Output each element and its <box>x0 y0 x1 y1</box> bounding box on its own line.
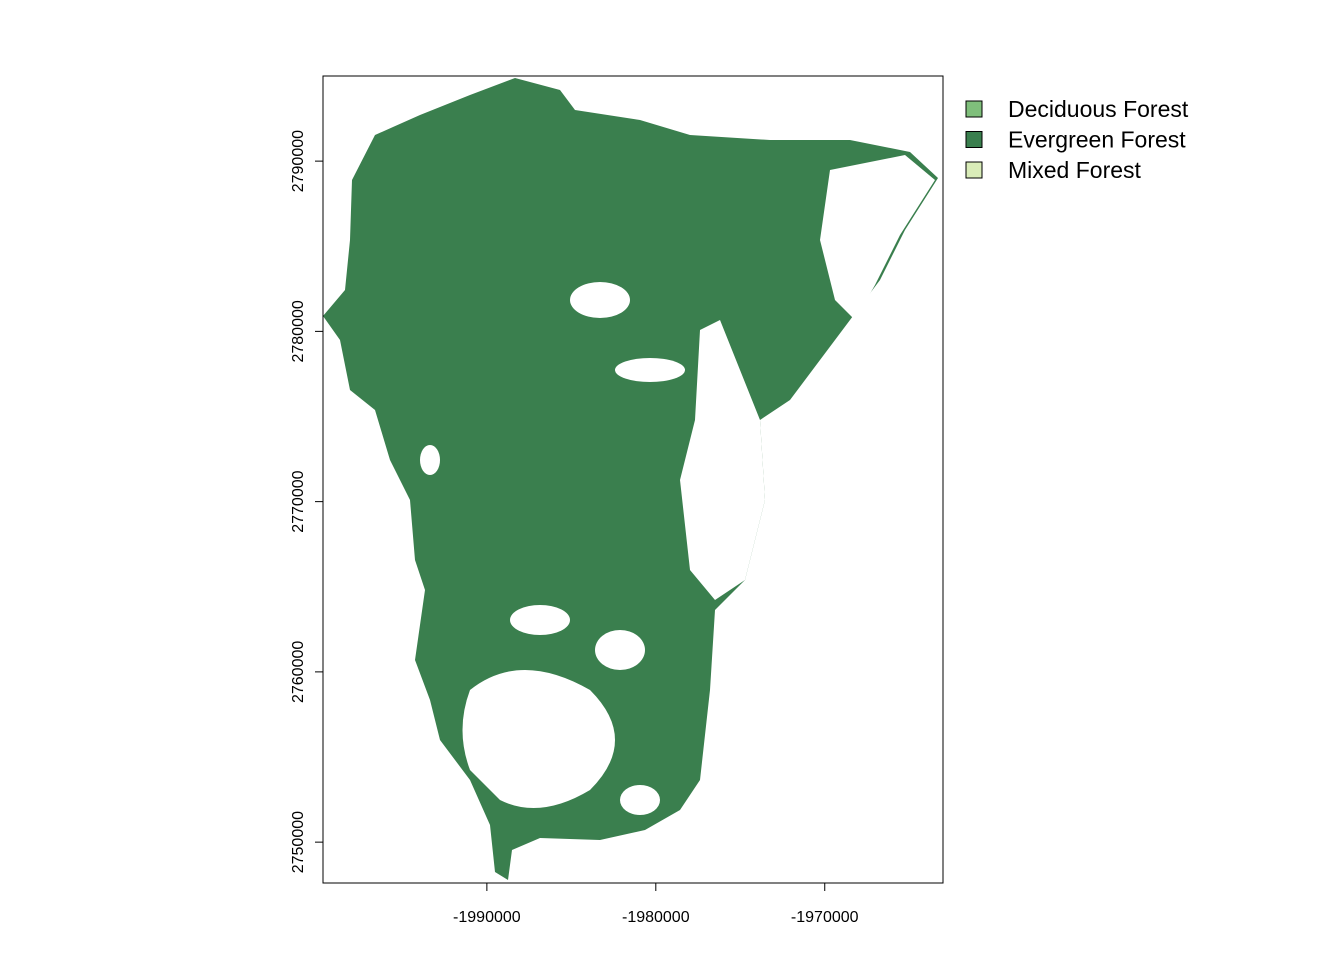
y-tick-label: 2770000 <box>290 470 307 532</box>
x-tick-label: -1970000 <box>791 909 859 926</box>
legend-swatch <box>965 161 983 179</box>
legend-label: Evergreen Forest <box>1008 127 1186 153</box>
non-forest <box>420 155 935 815</box>
legend-label: Mixed Forest <box>1008 157 1142 183</box>
x-tick-label: -1990000 <box>453 909 521 926</box>
y-tick-label: 2760000 <box>290 641 307 703</box>
legend-label: Deciduous Forest <box>1008 96 1189 122</box>
map-layer <box>323 78 938 880</box>
plot-frame <box>322 75 944 884</box>
legend-swatch <box>965 131 983 148</box>
y-tick-label: 2750000 <box>290 811 307 873</box>
y-tick-label: 2790000 <box>290 130 307 192</box>
x-tick-label: -1980000 <box>622 909 690 926</box>
y-tick-label: 2780000 <box>290 300 307 362</box>
legend-swatch <box>965 100 983 118</box>
forest-area <box>323 78 938 880</box>
